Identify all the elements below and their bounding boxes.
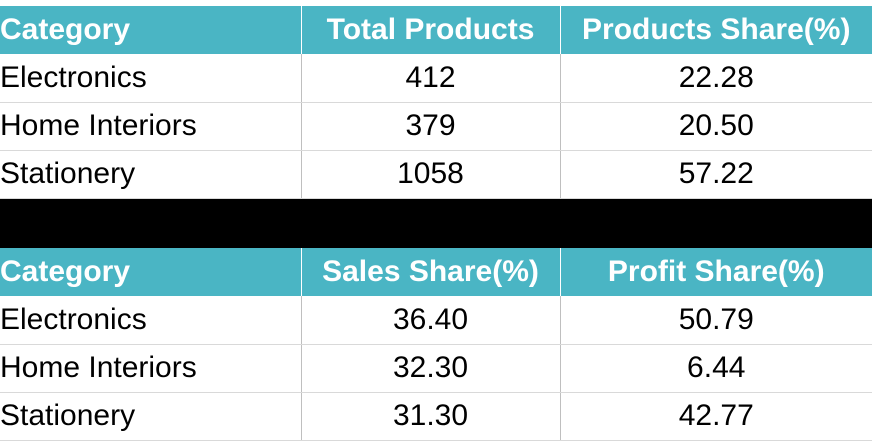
category-cell[interactable]: Electronics	[0, 54, 302, 103]
sales-share-cell[interactable]: 31.30	[301, 392, 561, 441]
header-total-products[interactable]: Total Products	[301, 6, 561, 54]
table-row: Home Interiors 32.30 6.44	[0, 344, 872, 393]
products-table: Category Total Products Products Share(%…	[0, 6, 872, 199]
category-cell[interactable]: Home Interiors	[0, 344, 302, 393]
header-row: Category Sales Share(%) Profit Share(%)	[0, 248, 872, 296]
profit-share-cell[interactable]: 6.44	[560, 344, 872, 393]
category-cell[interactable]: Stationery	[0, 150, 302, 199]
table-row: Stationery 31.30 42.77	[0, 392, 872, 441]
sales-profit-table: Category Sales Share(%) Profit Share(%) …	[0, 248, 872, 441]
total-products-cell[interactable]: 412	[301, 54, 561, 103]
products-share-cell[interactable]: 57.22	[560, 150, 872, 199]
header-sales-share[interactable]: Sales Share(%)	[301, 248, 561, 296]
header-products-share[interactable]: Products Share(%)	[560, 6, 872, 54]
profit-share-cell[interactable]: 42.77	[560, 392, 872, 441]
table-row: Electronics 412 22.28	[0, 54, 872, 103]
header-row: Category Total Products Products Share(%…	[0, 6, 872, 54]
separator-band	[0, 199, 872, 248]
sales-share-cell[interactable]: 36.40	[301, 296, 561, 345]
category-cell[interactable]: Stationery	[0, 392, 302, 441]
category-cell[interactable]: Home Interiors	[0, 102, 302, 151]
sales-share-cell[interactable]: 32.30	[301, 344, 561, 393]
table-row: Electronics 36.40 50.79	[0, 296, 872, 345]
total-products-cell[interactable]: 379	[301, 102, 561, 151]
category-cell[interactable]: Electronics	[0, 296, 302, 345]
products-share-cell[interactable]: 22.28	[560, 54, 872, 103]
table-row: Home Interiors 379 20.50	[0, 102, 872, 151]
header-category[interactable]: Category	[0, 248, 302, 296]
profit-share-cell[interactable]: 50.79	[560, 296, 872, 345]
header-profit-share[interactable]: Profit Share(%)	[560, 248, 872, 296]
table-row: Stationery 1058 57.22	[0, 150, 872, 199]
total-products-cell[interactable]: 1058	[301, 150, 561, 199]
header-category[interactable]: Category	[0, 6, 302, 54]
products-share-cell[interactable]: 20.50	[560, 102, 872, 151]
